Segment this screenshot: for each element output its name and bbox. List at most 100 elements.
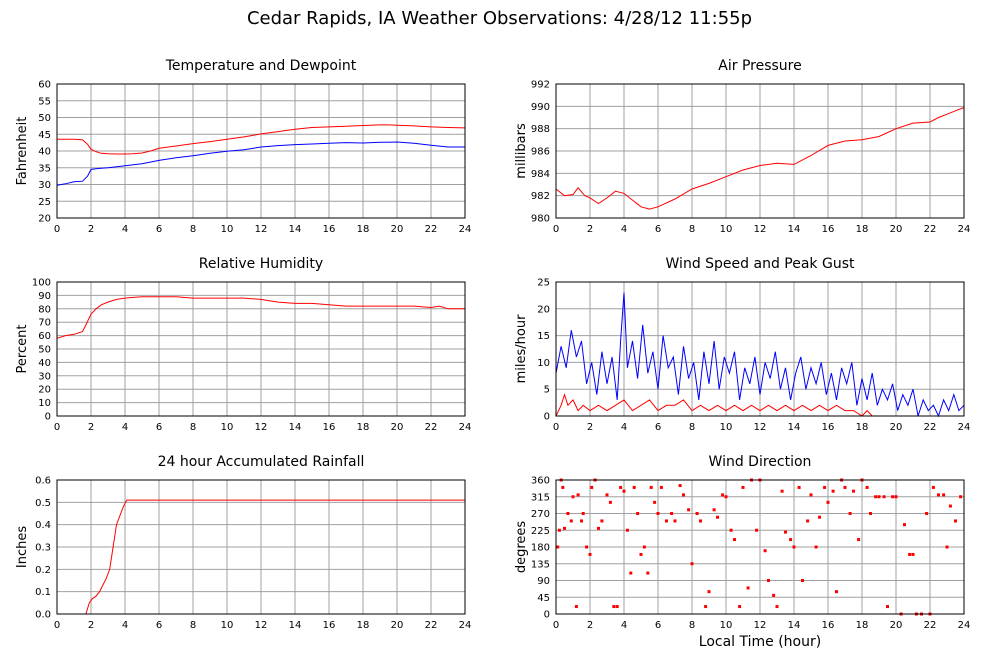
x-tick-label: 14 (788, 620, 801, 631)
x-tick-label: 12 (255, 224, 268, 235)
data-point (569, 519, 573, 523)
data-point (716, 515, 719, 519)
y-tick-label: 0.1 (35, 587, 51, 598)
x-tick-label: 4 (122, 224, 128, 235)
x-tick-label: 10 (720, 224, 733, 235)
x-tick-label: 6 (156, 224, 162, 235)
data-point (818, 515, 821, 519)
x-tick-label: 10 (720, 422, 733, 433)
data-point (646, 571, 650, 575)
data-point (707, 590, 711, 594)
x-tick-label: 8 (689, 422, 695, 433)
data-point (670, 512, 674, 515)
y-tick-label: 0.5 (35, 498, 51, 509)
x-tick-label: 22 (425, 620, 438, 631)
data-point (659, 485, 663, 489)
chart-title: Relative Humidity (199, 256, 323, 272)
data-point (831, 489, 835, 493)
y-tick-label: 0.2 (35, 565, 51, 576)
data-point (767, 579, 770, 582)
data-point (704, 605, 708, 609)
series-line-1 (56, 141, 465, 186)
x-tick-label: 20 (391, 422, 404, 433)
data-point (612, 605, 616, 609)
data-point (687, 508, 691, 512)
y-tick-label: 60 (38, 80, 51, 91)
x-tick-label: 6 (156, 620, 162, 631)
data-point (874, 495, 878, 499)
y-tick-label: 15 (537, 331, 550, 342)
data-point (869, 512, 872, 515)
data-point (571, 495, 575, 499)
y-tick-label: 55 (38, 96, 51, 107)
x-tick-label: 18 (856, 224, 869, 235)
x-tick-label: 16 (822, 422, 835, 433)
data-point (699, 519, 702, 523)
y-tick-label: 90 (38, 291, 51, 302)
y-tick-label: 40 (38, 358, 51, 369)
data-point (721, 493, 725, 497)
y-tick-label: 20 (38, 214, 51, 225)
x-tick-label: 16 (323, 224, 336, 235)
data-point (809, 493, 813, 497)
x-tick-label: 18 (856, 422, 869, 433)
x-tick-label: 0 (54, 620, 60, 631)
data-point (608, 500, 612, 504)
data-point (649, 485, 653, 489)
y-tick-label: 70 (38, 318, 51, 329)
x-tick-label: 20 (391, 224, 404, 235)
x-tick-label: 10 (720, 620, 733, 631)
series-line-1 (555, 392, 964, 417)
data-point (576, 493, 580, 497)
x-tick-label: 24 (958, 620, 971, 631)
y-tick-label: 5 (544, 385, 550, 396)
plot-frame (555, 281, 965, 417)
y-axis-label: Percent (15, 325, 30, 374)
series-line-0 (57, 124, 466, 155)
data-point (629, 571, 633, 575)
x-tick-label: 8 (190, 422, 196, 433)
x-tick-label: 4 (621, 224, 627, 235)
data-point (780, 489, 784, 493)
y-tick-label: 35 (38, 163, 51, 174)
x-tick-label: 14 (289, 422, 302, 433)
y-tick-label: 90 (537, 576, 550, 587)
x-tick-label: 16 (323, 620, 336, 631)
x-tick-label: 24 (459, 422, 472, 433)
data-point (894, 495, 898, 499)
data-point (563, 526, 566, 530)
x-tick-label: 24 (459, 224, 472, 235)
x-tick-label: 6 (655, 620, 661, 631)
x-tick-label: 14 (289, 224, 302, 235)
y-tick-label: 25 (38, 197, 51, 208)
x-tick-label: 0 (553, 422, 559, 433)
y-tick-label: 982 (531, 191, 550, 202)
x-tick-label: 2 (587, 224, 593, 235)
data-point (835, 590, 838, 594)
x-tick-label: 22 (425, 224, 438, 235)
y-tick-label: 30 (38, 371, 51, 382)
x-tick-label: 18 (357, 224, 370, 235)
series-line-0 (57, 499, 465, 615)
data-point (690, 562, 694, 566)
y-axis-label: millibars (514, 123, 529, 179)
y-tick-label: 984 (531, 169, 550, 180)
data-point (619, 485, 623, 489)
y-tick-label: 30 (38, 180, 51, 191)
y-tick-label: 0.4 (35, 520, 51, 531)
data-point (585, 545, 589, 549)
y-axis-label: Inches (15, 526, 30, 568)
figure-title: Cedar Rapids, IA Weather Observations: 4… (246, 8, 753, 29)
data-point (903, 523, 906, 527)
chart-title: Wind Direction (709, 454, 812, 470)
y-tick-label: 10 (537, 358, 550, 369)
x-tick-label: 12 (754, 620, 767, 631)
x-tick-label: 12 (754, 422, 767, 433)
data-point (775, 605, 779, 609)
plot-frame (56, 479, 466, 615)
data-point (746, 586, 750, 590)
x-tick-label: 20 (890, 422, 903, 433)
